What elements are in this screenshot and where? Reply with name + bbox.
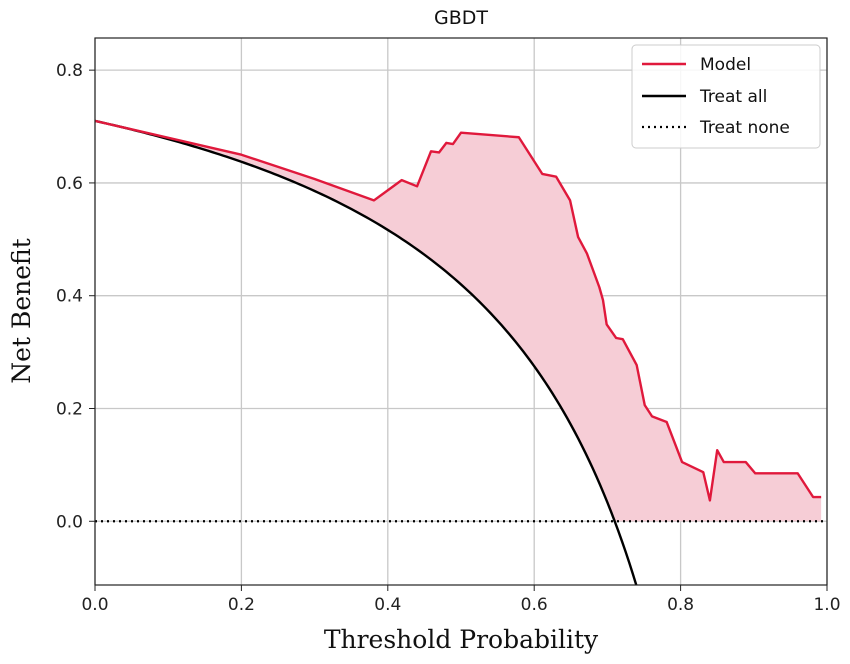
net-benefit-fill-area xyxy=(95,120,822,522)
x-tick-label: 0.4 xyxy=(374,595,401,615)
axis-ticks: 0.0 0.2 0.4 0.6 0.8 1.0 0.0 0.2 0.4 0.6 0.8 xyxy=(56,61,841,615)
y-tick-label: 0.4 xyxy=(56,287,83,307)
model-line xyxy=(95,119,822,502)
chart-title: GBDT xyxy=(434,7,488,29)
y-tick-label: 0.0 xyxy=(56,512,83,532)
treat-all-line xyxy=(95,119,638,585)
x-tick-label: 0.6 xyxy=(521,595,548,615)
legend-model-label: Model xyxy=(700,55,751,75)
legend-treat-none-label: Treat none xyxy=(699,118,790,138)
y-tick-label: 0.6 xyxy=(56,174,83,194)
y-tick-label: 0.8 xyxy=(56,61,83,81)
y-axis-label: Net Benefit xyxy=(7,238,36,383)
y-tick-label: 0.2 xyxy=(56,399,83,419)
legend: Model Treat all Treat none xyxy=(631,44,821,149)
x-axis-label: Threshold Probability xyxy=(324,625,599,654)
x-tick-label: 0.8 xyxy=(667,595,694,615)
x-tick-label: 0.2 xyxy=(228,595,255,615)
plot-frame xyxy=(94,37,828,586)
x-tick-label: 0.0 xyxy=(81,595,108,615)
x-tick-label: 1.0 xyxy=(813,595,840,615)
legend-treat-all-label: Treat all xyxy=(699,87,767,107)
